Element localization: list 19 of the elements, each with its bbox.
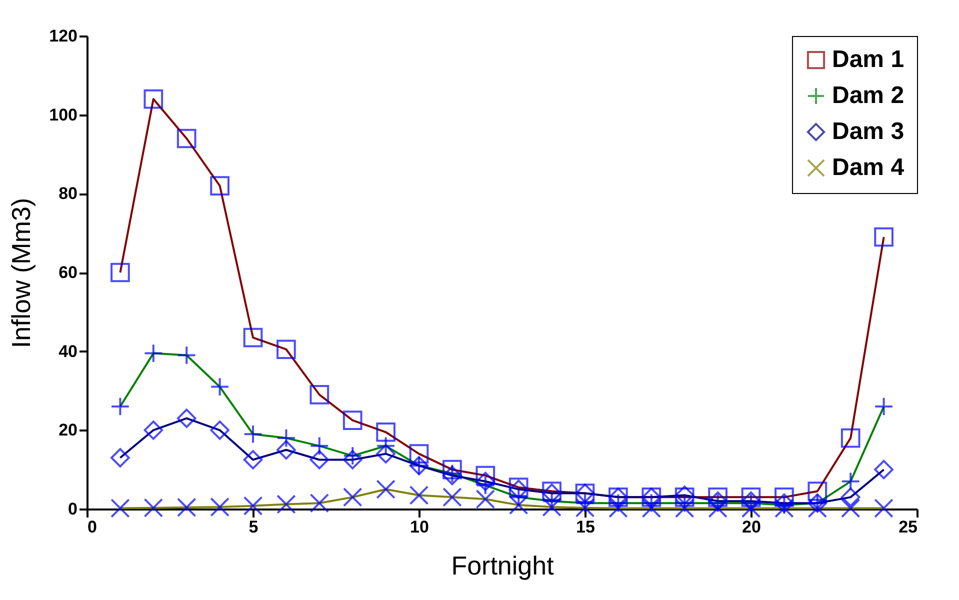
y-tick-label: 0 — [68, 500, 78, 518]
y-tick-label: 100 — [49, 105, 78, 124]
y-tick-label: 60 — [58, 263, 78, 282]
y-tick-label: 120 — [49, 26, 78, 46]
x-tick-label: 10 — [410, 518, 429, 536]
x-tick-label: 25 — [898, 518, 918, 536]
legend-label: Dam 3 — [832, 118, 904, 145]
legend-label: Dam 4 — [832, 154, 905, 181]
legend-label: Dam 2 — [832, 82, 904, 109]
x-tick-label: 5 — [248, 518, 258, 536]
x-tick-label: 20 — [742, 518, 761, 536]
x-axis-title: Fortnight — [451, 550, 555, 580]
legend-label: Dam 1 — [832, 46, 904, 73]
y-tick-label: 20 — [58, 420, 78, 440]
y-axis-title: Inflow (Mm3) — [6, 198, 36, 348]
y-tick-label: 80 — [58, 184, 78, 204]
x-tick-label: 0 — [88, 518, 97, 536]
x-tick-label: 15 — [576, 518, 595, 536]
y-tick-label: 40 — [58, 342, 78, 361]
